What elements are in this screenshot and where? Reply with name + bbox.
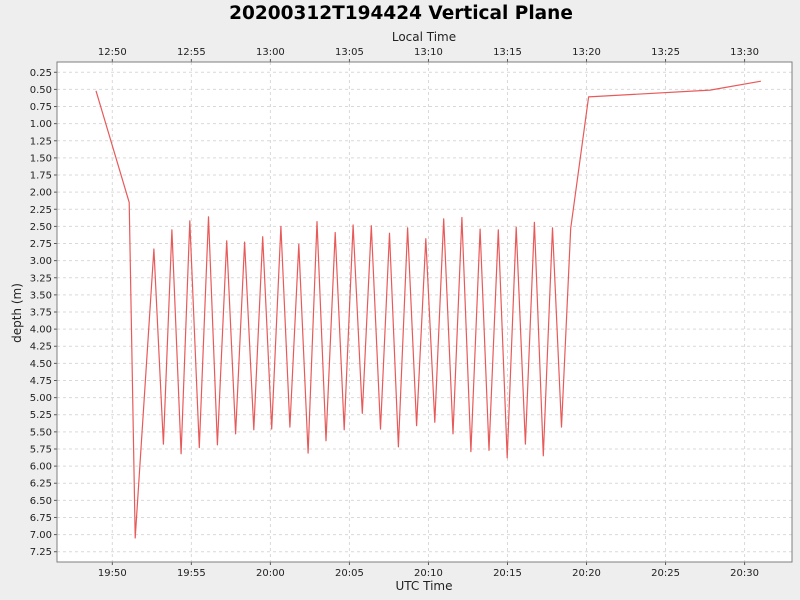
x-tick-label: 19:50 bbox=[98, 568, 127, 579]
y-tick-label: 6.50 bbox=[30, 496, 52, 507]
y-tick-label: 1.00 bbox=[30, 119, 52, 130]
x-tick-label: 20:10 bbox=[414, 568, 443, 579]
x2-tick-label: 13:25 bbox=[651, 47, 680, 58]
x2-tick-label: 12:50 bbox=[98, 47, 127, 58]
x-axis-label: UTC Time bbox=[396, 579, 453, 593]
x-tick-label: 20:15 bbox=[493, 568, 522, 579]
chart-title: 20200312T194424 Vertical Plane bbox=[229, 3, 573, 24]
y-tick-label: 1.50 bbox=[30, 153, 52, 164]
x2-axis-label: Local Time bbox=[392, 30, 456, 44]
x2-tick-label: 13:10 bbox=[414, 47, 443, 58]
y-tick-label: 2.75 bbox=[30, 239, 52, 250]
y-tick-label: 1.25 bbox=[30, 136, 52, 147]
y-tick-label: 4.00 bbox=[30, 325, 52, 336]
plot-frame bbox=[56, 61, 793, 563]
y-tick-label: 7.00 bbox=[30, 530, 52, 541]
x-tick-label: 20:00 bbox=[256, 568, 285, 579]
y-tick-label: 6.25 bbox=[30, 479, 52, 490]
y-tick-label: 6.75 bbox=[30, 513, 52, 524]
y-tick-label: 5.50 bbox=[30, 427, 52, 438]
y-tick-label: 2.00 bbox=[30, 188, 52, 199]
y-tick-label: 4.25 bbox=[30, 342, 52, 353]
x-tick-label: 20:05 bbox=[335, 568, 364, 579]
x2-tick-label: 13:00 bbox=[256, 47, 285, 58]
axis-ticks: 19:50 12:50 19:55 12:55 20:00 13:00 20:05 13:05… bbox=[30, 47, 759, 579]
x2-tick-label: 13:15 bbox=[493, 47, 522, 58]
y-tick-label: 3.25 bbox=[30, 273, 52, 284]
y-tick-label: 4.75 bbox=[30, 376, 52, 387]
depth-series-line bbox=[95, 80, 762, 539]
y-tick-label: 5.00 bbox=[30, 393, 52, 404]
y-tick-label: 0.25 bbox=[30, 68, 52, 79]
x2-tick-label: 13:30 bbox=[730, 47, 759, 58]
x-tick-label: 20:30 bbox=[730, 568, 759, 579]
data-series bbox=[95, 80, 762, 539]
x-tick-label: 20:20 bbox=[572, 568, 601, 579]
y-tick-label: 3.00 bbox=[30, 256, 52, 267]
y-tick-label: 3.75 bbox=[30, 308, 52, 319]
x-tick-label: 20:25 bbox=[651, 568, 680, 579]
x2-tick-label: 13:05 bbox=[335, 47, 364, 58]
y-tick-label: 2.25 bbox=[30, 205, 52, 216]
y-tick-label: 1.75 bbox=[30, 171, 52, 182]
y-tick-label: 0.75 bbox=[30, 102, 52, 113]
y-tick-label: 7.25 bbox=[30, 547, 52, 558]
y-tick-label: 5.75 bbox=[30, 444, 52, 455]
y-tick-label: 3.50 bbox=[30, 290, 52, 301]
y-tick-label: 5.25 bbox=[30, 410, 52, 421]
x2-tick-label: 12:55 bbox=[177, 47, 206, 58]
y-axis-label: depth (m) bbox=[10, 283, 24, 343]
x2-tick-label: 13:20 bbox=[572, 47, 601, 58]
y-tick-label: 0.50 bbox=[30, 85, 52, 96]
y-tick-label: 6.00 bbox=[30, 462, 52, 473]
x-tick-label: 19:55 bbox=[177, 568, 206, 579]
y-tick-label: 2.50 bbox=[30, 222, 52, 233]
y-tick-label: 4.50 bbox=[30, 359, 52, 370]
